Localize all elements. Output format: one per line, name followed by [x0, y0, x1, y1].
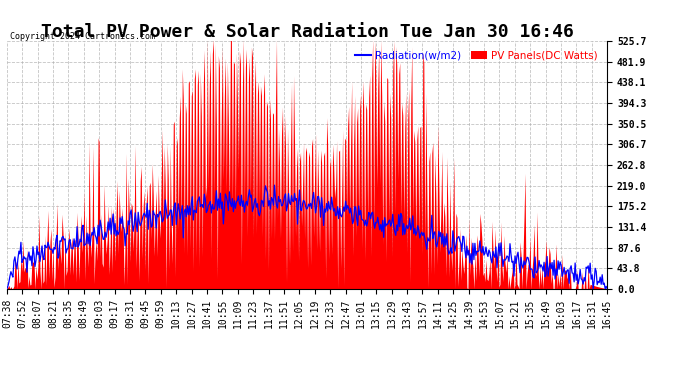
Title: Total PV Power & Solar Radiation Tue Jan 30 16:46: Total PV Power & Solar Radiation Tue Jan…: [41, 23, 573, 41]
Legend: Radiation(w/m2), PV Panels(DC Watts): Radiation(w/m2), PV Panels(DC Watts): [351, 46, 602, 65]
Text: Copyright 2024 Cartronics.com: Copyright 2024 Cartronics.com: [10, 32, 155, 41]
